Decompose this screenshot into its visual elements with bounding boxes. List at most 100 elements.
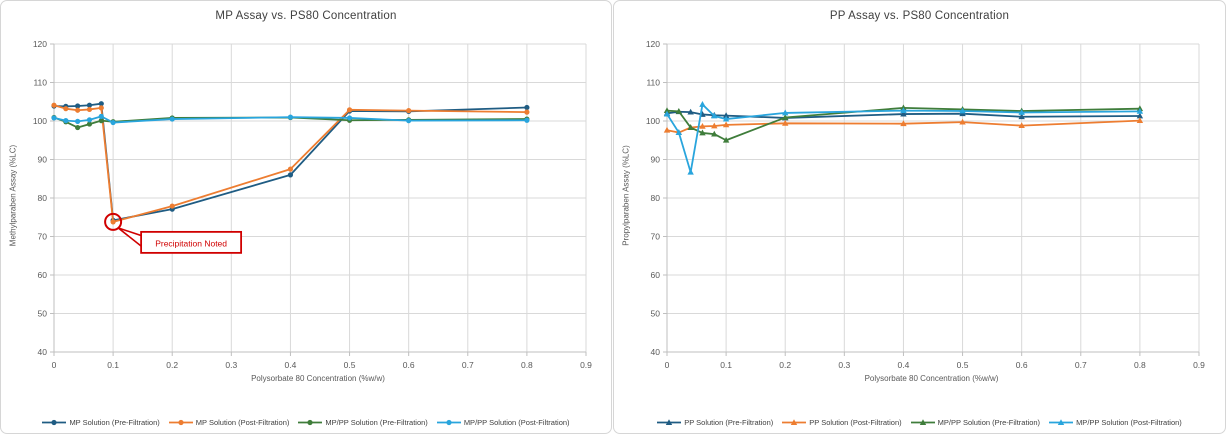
annotation-circle (104, 212, 123, 231)
legend-item[interactable]: MP/PP Solution (Pre-Filtration) (298, 418, 428, 427)
data-point (51, 115, 57, 121)
legend-item[interactable]: MP/PP Solution (Post-Filtration) (436, 418, 570, 427)
legend-marker-icon (657, 419, 682, 425)
y-tick-label: 50 (651, 309, 661, 319)
annotation-leader (117, 227, 143, 249)
x-tick-label: 0.5 (957, 360, 969, 370)
plot-area: 0 0.1 0.2 0.3 0.4 0.5 0.6 0.7 0.8 0.9 40 50 60 70 80 90… (646, 39, 1205, 370)
data-point (1136, 112, 1144, 119)
data-point (287, 166, 294, 172)
data-point (524, 117, 530, 123)
data-point (86, 121, 93, 127)
legend-item[interactable]: MP/PP Solution (Post-Filtration) (1049, 418, 1182, 427)
chart-title: MP Assay vs. PS80 Concentration (215, 10, 397, 22)
x-tick-label: 0.6 (403, 360, 415, 370)
legend-marker-icon (42, 419, 67, 426)
legend-label: MP/PP Solution (Pre-Filtration) (937, 418, 1041, 427)
x-tick-label: 0.1 (107, 360, 119, 370)
y-tick-label: 80 (651, 193, 661, 203)
legend-label: MP Solution (Pre-Filtration) (69, 418, 160, 427)
data-point (1018, 122, 1025, 129)
data-point (699, 101, 706, 107)
y-tick-label: 120 (33, 39, 47, 49)
data-point (346, 115, 353, 121)
pp-assay-chart-panel[interactable]: PP Assay vs. PS80 Concentration Propylpa… (613, 0, 1226, 434)
data-point (287, 114, 294, 120)
data-point (75, 124, 81, 131)
data-point (687, 108, 694, 115)
plot-area: 0 0.1 0.2 0.3 0.4 0.5 0.6 0.7 0.8 0.9 40 50 60 70 80 90… (33, 39, 592, 370)
data-point (86, 106, 93, 113)
precipitation-callout[interactable]: Precipitation Noted (140, 230, 243, 254)
legend-marker-icon (168, 419, 193, 426)
x-tick-label: 0.1 (720, 360, 732, 370)
data-point (900, 120, 907, 127)
annotation-box[interactable] (140, 230, 243, 254)
y-tick-label: 50 (38, 309, 48, 319)
data-point (959, 107, 966, 114)
mp-assay-chart-panel[interactable]: MP Assay vs. PS80 Concentration Methylpa… (0, 0, 612, 434)
legend-marker-icon (910, 419, 935, 425)
data-point (75, 118, 81, 124)
data-point (782, 114, 789, 120)
y-tick-label: 60 (651, 270, 661, 280)
data-point (687, 168, 694, 175)
x-tick-label: 0 (52, 360, 57, 370)
legend-marker-icon (436, 419, 461, 426)
x-tick-label: 0.4 (285, 360, 297, 370)
y-tick-label: 70 (38, 232, 48, 242)
legend-label: MP/PP Solution (Post-Filtration) (1076, 418, 1182, 427)
data-point (524, 104, 530, 111)
data-point (675, 107, 683, 114)
data-point (722, 115, 730, 122)
data-point (1136, 117, 1144, 124)
x-tick-label: 0.4 (898, 360, 910, 370)
data-point (1136, 107, 1144, 114)
legend: MP Solution (Pre-Filtration) MP Solution … (1, 418, 611, 427)
x-axis-title: Polysorbate 80 Concentration (%w/w) (251, 374, 385, 383)
legend-item[interactable]: MP Solution (Post-Filtration) (168, 418, 289, 427)
data-point (63, 106, 69, 112)
legend-marker-icon (1049, 419, 1074, 425)
legend-item[interactable]: MP/PP Solution (Pre-Filtration) (910, 418, 1041, 427)
legend: PP Solution (Pre-Filtration) PP Solution … (614, 418, 1225, 427)
data-point (346, 107, 353, 113)
x-tick-label: 0.8 (1134, 360, 1146, 370)
data-point (782, 109, 789, 116)
data-point (524, 109, 530, 115)
data-point (663, 107, 671, 114)
x-tick-label: 0.7 (1075, 360, 1087, 370)
y-tick-label: 90 (651, 155, 661, 165)
legend-item[interactable]: PP Solution (Pre-Filtration) (657, 418, 773, 427)
data-point (406, 108, 412, 114)
y-tick-label: 60 (38, 270, 48, 280)
x-tick-label: 0.2 (779, 360, 791, 370)
legend-marker-icon (298, 419, 323, 426)
y-tick-label: 40 (38, 347, 48, 357)
data-point (110, 119, 116, 126)
y-tick-label: 90 (38, 155, 48, 165)
data-point (98, 118, 104, 124)
data-point (75, 107, 81, 113)
data-point (782, 119, 789, 126)
data-point (287, 172, 294, 178)
data-point (169, 203, 175, 209)
data-point (1018, 113, 1025, 120)
data-point (663, 126, 671, 133)
data-point (687, 124, 694, 130)
x-tick-label: 0.3 (838, 360, 850, 370)
x-axis-title: Polysorbate 80 Concentration (%w/w) (864, 374, 999, 383)
data-point (711, 112, 718, 119)
x-tick-label: 0.2 (166, 360, 178, 370)
data-point (959, 118, 966, 125)
data-point (663, 110, 671, 117)
annotation-label: Precipitation Noted (155, 238, 227, 248)
legend-item[interactable]: MP Solution (Pre-Filtration) (42, 418, 160, 427)
y-tick-label: 110 (646, 78, 660, 88)
data-point (900, 107, 907, 114)
data-point (722, 121, 730, 128)
y-tick-label: 70 (651, 232, 661, 242)
legend-item[interactable]: PP Solution (Post-Filtration) (782, 418, 902, 427)
x-tick-label: 0.6 (1016, 360, 1028, 370)
y-tick-label: 80 (38, 193, 48, 203)
